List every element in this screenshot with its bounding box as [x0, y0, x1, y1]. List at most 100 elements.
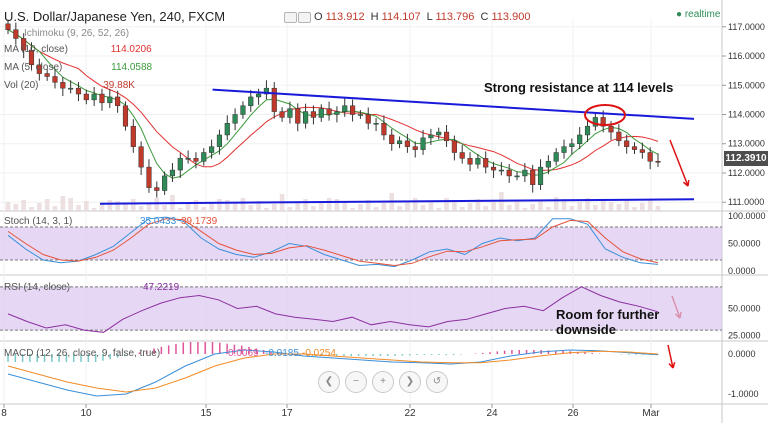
- eye-icon[interactable]: [284, 12, 297, 23]
- volume-bar: [334, 199, 340, 211]
- reset-view-button[interactable]: ↺: [426, 371, 448, 393]
- volume-bar: [585, 198, 590, 211]
- volume-bar: [506, 205, 512, 211]
- volume-bar: [632, 207, 637, 211]
- ma2-legend[interactable]: MA (5, close) 114.0588: [4, 62, 152, 73]
- volume-bar: [593, 205, 598, 211]
- volume-bar: [264, 208, 269, 211]
- stoch-y-tick-label: 50.0000: [728, 239, 761, 249]
- symbol-title: U.S. Dollar/Japanese Yen, 240, FXCM: [4, 9, 225, 24]
- volume-bar: [240, 198, 246, 211]
- volume-bar: [514, 201, 520, 211]
- volume-bar: [107, 200, 113, 211]
- volume-bar: [5, 202, 11, 211]
- volume-bar: [647, 199, 653, 211]
- macd-histogram-value: 0.0069: [228, 348, 259, 359]
- scroll-right-button[interactable]: ❯: [399, 371, 421, 393]
- settings-icon[interactable]: [298, 12, 311, 23]
- plus-icon: +: [380, 376, 386, 387]
- volume-bar: [217, 199, 222, 211]
- candle-down: [115, 96, 121, 106]
- candle-down: [631, 146, 638, 150]
- realtime-dot-icon: ●: [676, 9, 683, 20]
- candle-down: [389, 134, 395, 144]
- rsi-y-tick-label: 25.0000: [728, 331, 761, 341]
- candle-down: [459, 152, 465, 159]
- volume-bar: [381, 203, 387, 211]
- price-y-tick-label: 117.0000: [728, 22, 765, 32]
- candle-up: [514, 175, 520, 178]
- candle-up: [334, 111, 340, 115]
- rsi-value: 47.2219: [143, 282, 180, 293]
- volume-bar: [326, 198, 332, 211]
- candle-up: [177, 158, 183, 171]
- candle-up: [303, 111, 309, 124]
- volume-bar: [358, 204, 363, 211]
- ma1-legend[interactable]: MA (10, close) 114.0206: [4, 44, 152, 55]
- ohlc-l-value: 113.796: [435, 11, 475, 23]
- candle-down: [130, 125, 136, 147]
- ma1-value: 114.0206: [110, 44, 152, 55]
- volume-bar: [162, 205, 167, 211]
- volume-bar: [318, 202, 324, 211]
- volume-bar: [452, 200, 457, 211]
- price-y-tick-label: 111.0000: [728, 197, 764, 207]
- symbol-title-text: U.S. Dollar/Japanese Yen, 240, FXCM: [4, 9, 226, 24]
- candle-down: [655, 161, 661, 163]
- rsi-y-tick-label: 50.0000: [728, 304, 761, 314]
- ichimoku-legend[interactable]: Ichimoku (9, 26, 52, 26): [24, 28, 129, 39]
- price-down-arrow: [669, 139, 689, 187]
- candle-down: [412, 146, 418, 150]
- candle-up: [561, 146, 567, 153]
- ohlc-o-label: O: [314, 11, 323, 23]
- x-tick-label: 26: [567, 408, 579, 419]
- zoom-in-button[interactable]: +: [372, 371, 394, 393]
- candle-up: [224, 123, 230, 136]
- ohlc-o-value: 113.912: [325, 11, 365, 23]
- volume-bar: [115, 201, 120, 211]
- price-y-tick-label: 113.0000: [728, 139, 765, 149]
- macd-line: [7, 349, 659, 397]
- candle-down: [99, 93, 105, 104]
- volume-bar: [373, 207, 379, 211]
- macd-down-arrow: [667, 344, 674, 369]
- candle-up: [342, 105, 348, 112]
- volume-bar: [287, 207, 293, 211]
- stoch-d-line: [7, 218, 659, 267]
- volume-bar: [350, 208, 355, 211]
- volume-bar: [428, 201, 434, 211]
- candle-up: [263, 87, 270, 95]
- downside-annotation: Room for further downside: [556, 307, 660, 337]
- candle-down: [639, 149, 645, 153]
- volume-bar: [29, 207, 34, 211]
- ohlc-l-label: L: [426, 11, 433, 23]
- candle-up: [256, 93, 262, 98]
- volume-bar: [655, 206, 661, 211]
- ichimoku-label: Ichimoku (9, 26, 52, 26): [24, 28, 130, 39]
- volume-bar: [522, 208, 528, 211]
- scroll-left-button[interactable]: ❮: [318, 371, 340, 393]
- candle-down: [21, 38, 27, 51]
- candle-down: [483, 158, 489, 168]
- candle-down: [28, 49, 35, 66]
- candle-up: [169, 169, 176, 177]
- volume-bar: [553, 197, 559, 211]
- volume-bar: [616, 204, 622, 211]
- candle-up: [209, 146, 215, 153]
- price-y-tick-label: 116.0000: [728, 51, 765, 61]
- volume-bar: [37, 203, 42, 211]
- candle-down: [44, 73, 50, 77]
- zoom-out-button[interactable]: −: [345, 371, 367, 393]
- candle-down: [138, 146, 144, 168]
- volume-bar: [569, 206, 575, 211]
- volume-bar: [444, 198, 449, 211]
- volume-legend[interactable]: Vol (20) 39.88K: [4, 80, 135, 91]
- candle-up: [232, 114, 238, 124]
- volume-bar: [154, 198, 160, 211]
- volume-value: 39.88K: [103, 80, 135, 91]
- last-price-tag: 112.3910: [724, 151, 768, 166]
- rsi-band: [0, 286, 722, 331]
- ohlc-readout: O 113.912 H 114.107 L 113.796 C 113.900: [314, 11, 530, 23]
- candle-down: [52, 76, 58, 83]
- chevron-left-icon: ❮: [324, 376, 334, 387]
